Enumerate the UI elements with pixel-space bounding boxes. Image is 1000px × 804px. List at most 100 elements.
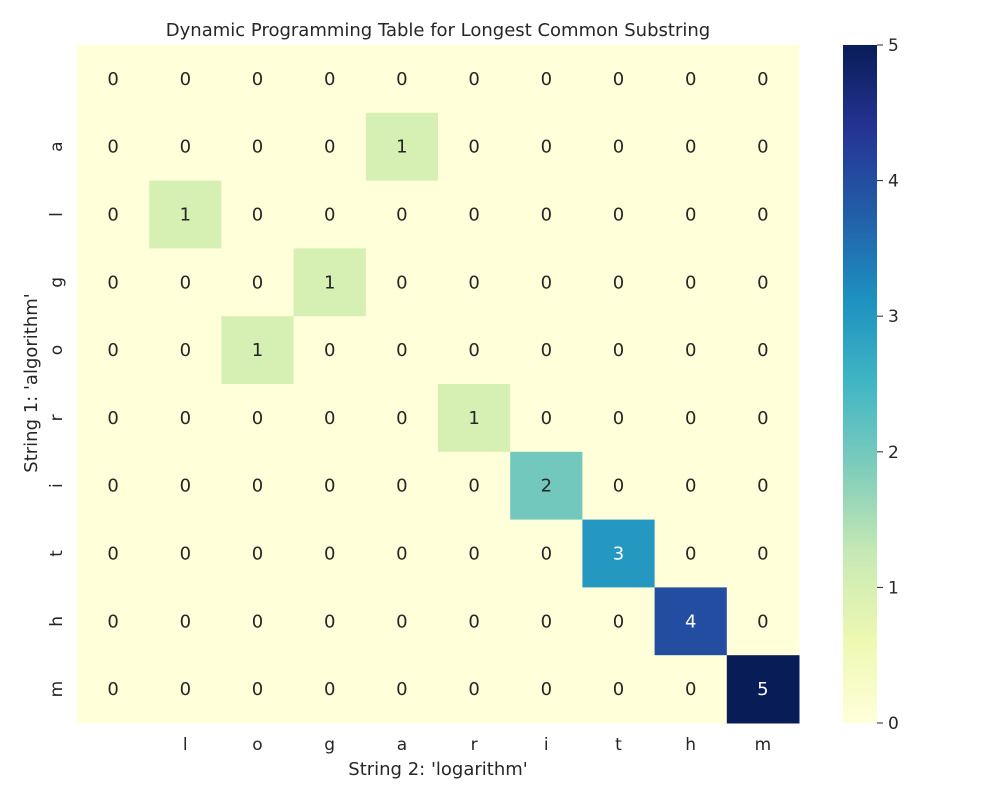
- cell-annotation: 0: [396, 408, 407, 429]
- cell-annotation: 0: [324, 679, 335, 700]
- cell-annotation: 0: [685, 137, 696, 158]
- cell-annotation: 0: [541, 408, 552, 429]
- cell-annotation: 0: [757, 272, 768, 293]
- heatmap-cell: [77, 384, 150, 453]
- cell-annotation: 0: [541, 611, 552, 632]
- heatmap-cell: [293, 112, 367, 182]
- heatmap-cell: [221, 384, 295, 453]
- heatmap-cell: [221, 655, 295, 724]
- cell-annotation: 0: [324, 611, 335, 632]
- cell-annotation: 0: [468, 544, 479, 565]
- heatmap-cell: [221, 45, 295, 114]
- heatmap-cell: [438, 45, 511, 114]
- cell-annotation: 0: [613, 476, 624, 497]
- heatmap-cell: [726, 384, 800, 453]
- y-tick-labels: a l g o r i t h m: [47, 141, 67, 697]
- colorbar-tick-label: 1: [888, 578, 899, 598]
- heatmap-cell: [654, 384, 728, 453]
- heatmap-cell: [726, 112, 800, 182]
- cell-annotation: 0: [757, 137, 768, 158]
- cell-annotation: 0: [324, 544, 335, 565]
- cell-annotation: 0: [685, 408, 696, 429]
- heatmap-cell: [149, 655, 222, 724]
- cell-annotation: 0: [468, 340, 479, 361]
- x-tick-label: a: [397, 735, 407, 755]
- cell-annotation: 0: [396, 272, 407, 293]
- heatmap-cell: [510, 248, 583, 317]
- cell-annotation: 0: [613, 205, 624, 226]
- colorbar-tick-label: 2: [888, 443, 899, 463]
- x-tick-label: r: [471, 735, 478, 755]
- heatmap-cell: [654, 519, 728, 588]
- cell-annotation: 0: [613, 340, 624, 361]
- y-tick-label: t: [47, 550, 67, 557]
- heatmap-cell: [510, 112, 583, 182]
- cell-annotation: 0: [685, 340, 696, 361]
- heatmap-cell: [438, 384, 511, 453]
- heatmap-cell: [365, 655, 439, 724]
- heatmap-cell: [510, 45, 583, 114]
- heatmap-cell: [438, 451, 511, 521]
- heatmap-cell: [221, 519, 295, 588]
- cell-annotation: 0: [107, 611, 118, 632]
- cell-annotation: 0: [685, 69, 696, 90]
- heatmap-cell: [654, 587, 728, 656]
- cell-annotation: 0: [107, 544, 118, 565]
- heatmap-cell: [654, 112, 728, 182]
- y-tick-label: m: [47, 681, 67, 698]
- heatmap-cell: [365, 451, 439, 521]
- cell-annotation: 0: [541, 340, 552, 361]
- heatmap-cell: [654, 451, 728, 521]
- heatmap-cell: [149, 45, 222, 114]
- heatmap-cell: [77, 655, 150, 724]
- cell-annotation: 1: [468, 408, 479, 429]
- cell-annotation: 0: [396, 544, 407, 565]
- cell-annotation: 0: [541, 679, 552, 700]
- cell-annotation: 3: [613, 544, 624, 565]
- heatmap-cell: [365, 180, 439, 249]
- heatmap-cell: [438, 180, 511, 249]
- cell-annotation: 1: [180, 205, 191, 226]
- cell-annotation: 0: [107, 476, 118, 497]
- cell-annotation: 0: [468, 476, 479, 497]
- heatmap-cell: [582, 45, 656, 114]
- cell-annotations: 0 0 0 0 0 0 0 0 0 0 0 0 0 0 1 0 0 0 0 0 0 1 0 0 0 0 0 0 0 0 0 0 0 1 0 0 0 0 0 0…: [107, 69, 768, 700]
- heatmap-cell: [221, 112, 295, 182]
- cell-annotation: 0: [541, 137, 552, 158]
- heatmap-cell: [221, 451, 295, 521]
- y-tick-label: g: [47, 277, 67, 288]
- heatmap-cell: [365, 519, 439, 588]
- heatmap-cell: [293, 180, 367, 249]
- cell-annotation: 2: [541, 476, 552, 497]
- x-tick-label: m: [755, 735, 772, 755]
- y-tick-label: o: [47, 345, 67, 355]
- heatmap-cell: [654, 655, 728, 724]
- heatmap-cell: [654, 248, 728, 317]
- x-tick-label: t: [615, 735, 622, 755]
- cell-annotation: 0: [685, 476, 696, 497]
- heatmap-cell: [293, 655, 367, 724]
- cell-annotation: 0: [252, 408, 263, 429]
- colorbar-tick-label: 4: [888, 172, 899, 192]
- cell-annotation: 0: [180, 408, 191, 429]
- heatmap-cell: [293, 587, 367, 656]
- cell-annotation: 0: [541, 69, 552, 90]
- heatmap-cell: [510, 519, 583, 588]
- cell-annotation: 0: [396, 611, 407, 632]
- cell-annotation: 0: [252, 476, 263, 497]
- cell-annotation: 0: [180, 69, 191, 90]
- cell-annotation: 0: [541, 205, 552, 226]
- x-axis-label: String 2: 'logarithm': [348, 759, 527, 780]
- colorbar: [843, 45, 877, 723]
- cell-annotation: 0: [396, 679, 407, 700]
- heatmap-cell: [221, 316, 295, 385]
- cell-annotation: 1: [252, 340, 263, 361]
- cell-annotation: 0: [613, 69, 624, 90]
- cell-annotation: 0: [685, 272, 696, 293]
- x-tick-label: h: [685, 735, 696, 755]
- cell-annotation: 0: [468, 611, 479, 632]
- heatmap-cell: [582, 316, 656, 385]
- heatmap-cell: [438, 248, 511, 317]
- heatmap-cell: [510, 587, 583, 656]
- heatmap-cell: [510, 316, 583, 385]
